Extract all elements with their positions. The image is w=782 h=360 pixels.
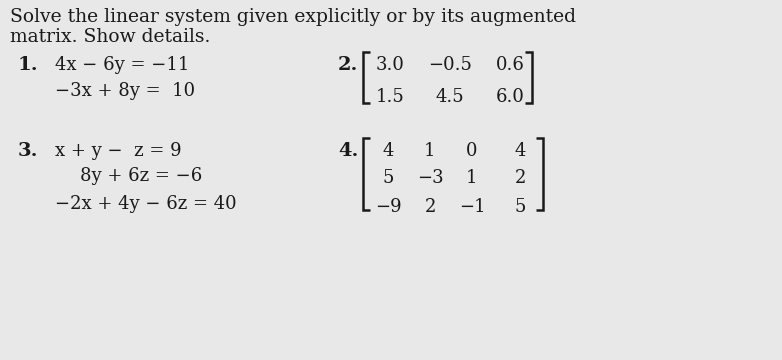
Text: 4: 4 — [382, 142, 393, 160]
Text: 4.: 4. — [338, 142, 358, 160]
Text: 6.0: 6.0 — [496, 88, 525, 106]
Text: 5: 5 — [382, 169, 393, 187]
Text: −9: −9 — [375, 198, 401, 216]
Text: 8y + 6z = −6: 8y + 6z = −6 — [80, 167, 203, 185]
Text: 4x − 6y = −11: 4x − 6y = −11 — [55, 56, 189, 74]
Text: Solve the linear system given explicitly or by its augmented: Solve the linear system given explicitly… — [10, 8, 576, 26]
Text: −3x + 8y =  10: −3x + 8y = 10 — [55, 82, 196, 100]
Text: 1: 1 — [425, 142, 436, 160]
Text: 2: 2 — [425, 198, 436, 216]
Text: 4: 4 — [515, 142, 526, 160]
Text: 0.6: 0.6 — [496, 56, 525, 74]
Text: 1: 1 — [466, 169, 478, 187]
Text: x + y −  z = 9: x + y − z = 9 — [55, 142, 181, 160]
Text: 3.: 3. — [18, 142, 38, 160]
Text: 0: 0 — [466, 142, 478, 160]
Text: 1.: 1. — [18, 56, 38, 74]
Text: −1: −1 — [459, 198, 486, 216]
Text: 2.: 2. — [338, 56, 358, 74]
Text: −0.5: −0.5 — [428, 56, 472, 74]
Text: matrix. Show details.: matrix. Show details. — [10, 28, 210, 46]
Text: 3.0: 3.0 — [375, 56, 404, 74]
Text: 2: 2 — [515, 169, 526, 187]
Text: 4.5: 4.5 — [436, 88, 465, 106]
Text: 1.5: 1.5 — [375, 88, 404, 106]
Text: −2x + 4y − 6z = 40: −2x + 4y − 6z = 40 — [55, 195, 237, 213]
Text: −3: −3 — [417, 169, 443, 187]
Text: 5: 5 — [515, 198, 526, 216]
